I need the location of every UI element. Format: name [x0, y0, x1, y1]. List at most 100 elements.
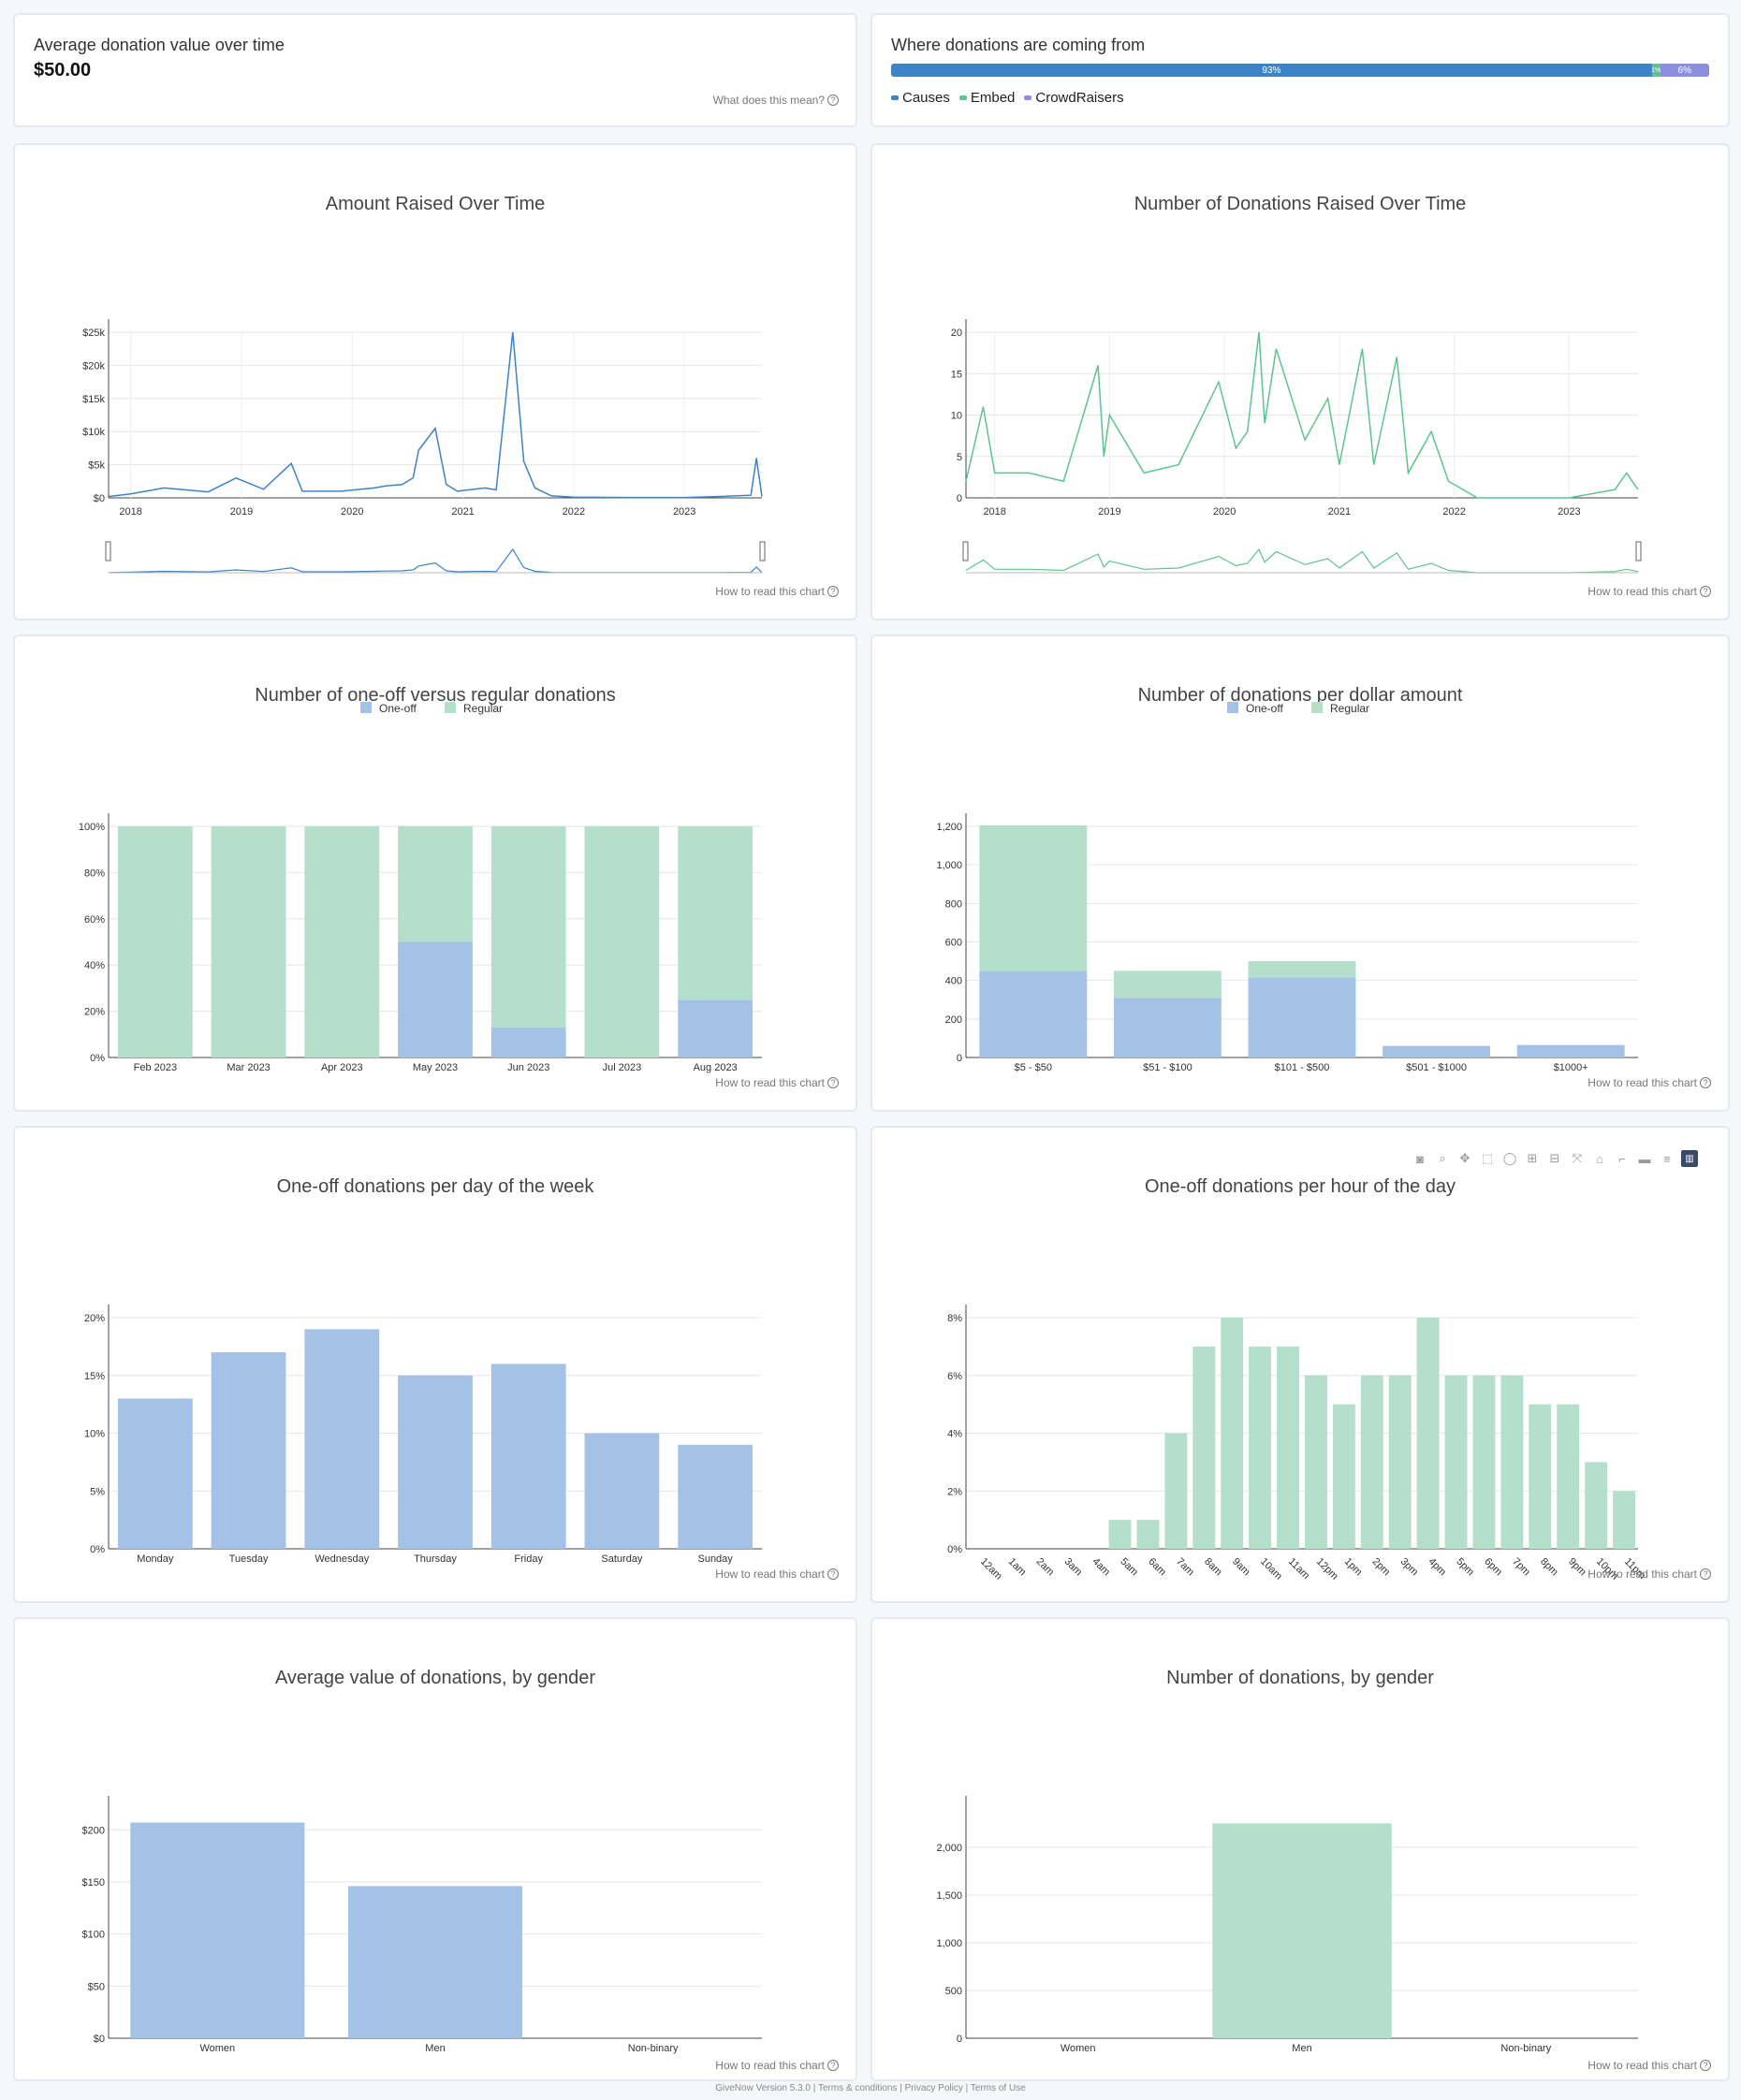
x-tick-label: 2021	[451, 506, 474, 518]
x-tick-label: Men	[1292, 2043, 1311, 2054]
source-segment-embed[interactable]: 1%	[1651, 64, 1661, 77]
zoom-icon[interactable]: ⌕	[1439, 1151, 1446, 1165]
y-tick-label: 20%	[84, 1313, 105, 1324]
question-icon: ?	[1700, 1568, 1711, 1580]
source-segment-crowdraisers[interactable]: 6%	[1660, 64, 1709, 77]
hover-closest-icon[interactable]: ▬	[1638, 1151, 1651, 1166]
bar	[1136, 1520, 1160, 1549]
spike-lines-icon[interactable]: ⌐	[1618, 1151, 1626, 1166]
hover-compare-icon[interactable]: ≡	[1663, 1151, 1671, 1166]
y-tick-label: 0	[957, 1053, 962, 1064]
legend-label: One-off	[1246, 702, 1283, 715]
how-to-read-link[interactable]: How to read this chart?	[1587, 1568, 1711, 1581]
x-tick-label: 10am	[1258, 1556, 1284, 1582]
range-handle-right[interactable]	[1635, 541, 1642, 561]
oneoff-vs-regular-chart[interactable]: 0% 20% 40% 60% 80% 100% Feb 2023 Mar 2023 Apr 20…	[15, 702, 857, 1114]
how-to-read-link[interactable]: How to read this chart?	[715, 2059, 839, 2072]
avg-value-by-gender-chart[interactable]: $0 $50 $100 $150 $200 Women Men Non-binary	[15, 1684, 857, 2087]
x-tick-label: Non-binary	[628, 2043, 679, 2054]
footer-link-privacy[interactable]: Privacy Policy	[904, 2083, 963, 2093]
y-tick-label: $0	[94, 2034, 105, 2045]
how-to-read-link[interactable]: How to read this chart?	[1587, 2059, 1711, 2072]
chart-card-amount: Amount Raised Over Time $0 $5k $10k $15k $20…	[13, 143, 857, 620]
x-tick-label: 9am	[1230, 1556, 1252, 1579]
bar	[1383, 1045, 1491, 1057]
bar	[1113, 998, 1222, 1057]
how-to-read-link[interactable]: How to read this chart?	[1587, 585, 1711, 598]
plotly-logo-icon[interactable]: ▥	[1681, 1150, 1698, 1167]
bar	[678, 1444, 753, 1549]
question-icon: ?	[827, 1077, 839, 1088]
donation-sources-card: Where donations are coming from 93% 1% 6…	[870, 13, 1730, 127]
x-tick-label: Mar 2023	[227, 1062, 270, 1073]
reset-axes-icon[interactable]: ⌂	[1596, 1151, 1603, 1166]
bar	[1388, 1375, 1412, 1549]
box-select-icon[interactable]: ⬚	[1481, 1151, 1494, 1165]
pan-icon[interactable]: ✥	[1459, 1151, 1470, 1165]
chart-toolbar: ◙ ⌕ ✥ ⬚ ◯ ⊞ ⊟ ⤧ ⌂ ⌐ ▬ ≡ ▥	[1412, 1150, 1698, 1167]
bar	[1332, 1404, 1355, 1549]
y-tick-label: 0	[957, 2034, 962, 2045]
footer-link-terms[interactable]: Terms & conditions	[817, 2083, 898, 2093]
x-tick-label: 5am	[1118, 1556, 1140, 1579]
y-tick-label: 600	[945, 938, 962, 949]
donations-per-hour-chart[interactable]: 0% 2% 4% 6% 8% 12am 1am 2am 3am 4am 5am 6am 7am 8am 9a…	[872, 1193, 1730, 1605]
chart-title: Number of Donations Raised Over Time	[1134, 194, 1467, 214]
how-to-read-link[interactable]: How to read this chart?	[1587, 1076, 1711, 1089]
range-slider	[962, 541, 1642, 574]
x-tick-label: 2023	[1558, 506, 1580, 518]
y-tick-label: $15k	[82, 394, 105, 405]
x-tick-label: 4am	[1090, 1556, 1113, 1579]
x-tick-label: May 2023	[413, 1062, 458, 1073]
chart-title: One-off donations per day of the week	[276, 1176, 594, 1197]
x-tick-label: 7pm	[1510, 1556, 1532, 1579]
how-to-read-link[interactable]: How to read this chart?	[715, 585, 839, 598]
y-tick-label: $25k	[82, 328, 105, 339]
sources-legend: Causes Embed CrowdRaisers	[891, 90, 1124, 106]
bar	[1557, 1404, 1580, 1549]
lasso-icon[interactable]: ◯	[1502, 1151, 1517, 1165]
autoscale-icon[interactable]: ⤧	[1572, 1151, 1583, 1165]
zoom-out-icon[interactable]: ⊟	[1549, 1151, 1560, 1165]
donation-sources-title: Where donations are coming from	[891, 36, 1146, 54]
chart-card-per-hour: ◙ ⌕ ✥ ⬚ ◯ ⊞ ⊟ ⤧ ⌂ ⌐ ▬ ≡ ▥ One-off donati…	[870, 1126, 1730, 1603]
bar	[678, 999, 753, 1057]
amount-raised-chart[interactable]: $0 $5k $10k $15k $20k $25k 2018 2019 2020 2021 202…	[15, 211, 857, 622]
zoom-in-icon[interactable]: ⊞	[1527, 1151, 1538, 1165]
bar	[1221, 1318, 1244, 1549]
bar	[398, 1375, 473, 1549]
y-tick-label: 10%	[84, 1429, 105, 1440]
how-to-read-link[interactable]: How to read this chart?	[715, 1076, 839, 1089]
donations-per-amount-chart[interactable]: 0 200 400 600 800 1,000 1,200 $5 - $50 $51 - $10…	[872, 702, 1730, 1114]
range-handle-left[interactable]	[105, 541, 111, 561]
y-tick-label: 0	[957, 493, 962, 504]
what-does-this-mean-link[interactable]: What does this mean? ?	[713, 94, 839, 107]
x-tick-label: 5pm	[1454, 1556, 1476, 1579]
bar	[490, 826, 566, 1028]
x-tick-label: 2023	[673, 506, 695, 518]
footer-link-terms-of-use[interactable]: Terms of Use	[970, 2083, 1026, 2093]
y-tick-label: 0%	[947, 1544, 962, 1555]
range-handle-right[interactable]	[759, 541, 766, 561]
source-segment-causes[interactable]: 93%	[891, 64, 1652, 77]
bar	[979, 970, 1088, 1057]
bar	[304, 826, 380, 1057]
y-tick-label: 5%	[90, 1486, 105, 1497]
count-by-gender-chart[interactable]: 0 500 1,000 1,500 2,000 Women Men Non-binary	[872, 1684, 1730, 2087]
legend-label: One-off	[379, 702, 417, 715]
chart-card-avg-gender: Average value of donations, by gender $0…	[13, 1617, 857, 2081]
x-tick-label: Feb 2023	[134, 1062, 177, 1073]
question-icon: ?	[1700, 1077, 1711, 1088]
bar	[1500, 1375, 1524, 1549]
camera-icon[interactable]: ◙	[1416, 1151, 1424, 1166]
x-tick-label: Jul 2023	[603, 1062, 642, 1073]
x-tick-label: $51 - $100	[1143, 1062, 1192, 1073]
how-to-read-link[interactable]: How to read this chart?	[715, 1568, 839, 1581]
range-handle-left[interactable]	[962, 541, 969, 561]
help-link-label: What does this mean?	[712, 94, 825, 107]
donations-count-chart[interactable]: 0 5 10 15 20 2018 2019 2020 2021 2022 2023	[872, 211, 1730, 622]
question-icon: ?	[1700, 586, 1711, 597]
bar	[1585, 1462, 1608, 1549]
y-tick-label: $200	[82, 1825, 105, 1836]
donations-per-weekday-chart[interactable]: 0% 5% 10% 15% 20% Monday Tuesday Wednesday Thurs…	[15, 1193, 857, 1605]
